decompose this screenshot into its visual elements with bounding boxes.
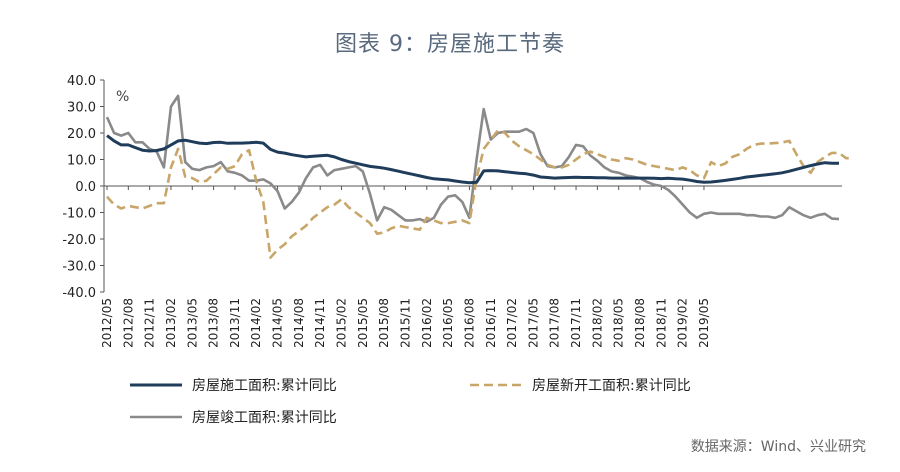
x-tick-label: 2016/02: [420, 298, 434, 348]
x-tick-label: 2019/05: [697, 298, 711, 348]
x-tick-label: 2017/11: [569, 298, 583, 348]
y-tick-label: 30.0: [67, 101, 96, 116]
x-tick-label: 2014/05: [271, 298, 285, 348]
x-tick-label: 2016/11: [484, 298, 498, 348]
series-line-3: [105, 94, 840, 224]
x-tick-label: 2013/11: [228, 298, 242, 348]
x-tick-label: 2017/05: [526, 298, 540, 348]
y-tick-label: 40.0: [67, 74, 96, 89]
x-tick-label: 2012/05: [100, 298, 114, 348]
x-tick-label: 2012/08: [121, 298, 135, 348]
x-tick-label: 2013/08: [207, 298, 221, 348]
x-tick-label: 2015/05: [356, 298, 370, 348]
y-tick-label: -40.0: [62, 286, 96, 301]
x-tick-label: 2015/02: [335, 298, 349, 348]
x-tick-label: 2018/11: [654, 298, 668, 348]
y-tick-label: 0.0: [75, 180, 96, 195]
x-tick-label: 2013/05: [185, 298, 199, 348]
x-tick-label: 2017/02: [505, 298, 519, 348]
source-note: 数据来源：Wind、兴业研究: [690, 439, 866, 455]
x-tick-label: 2018/05: [612, 298, 626, 348]
x-tick-label: 2015/08: [377, 298, 391, 348]
y-tick-label: -30.0: [62, 260, 96, 275]
x-tick-label: 2016/08: [462, 298, 476, 348]
x-tick-label: 2018/08: [633, 298, 647, 348]
y-tick-label: -10.0: [62, 207, 96, 222]
x-axis: 2012/05 2012/08 2012/11 2013/02 2013/05 2013/…: [100, 186, 711, 348]
x-tick-label: 2015/11: [398, 298, 412, 348]
legend-label-1: 房屋施工面积:累计同比: [192, 378, 337, 394]
y-tick-label: -20.0: [62, 233, 96, 248]
x-tick-label: 2014/11: [313, 298, 327, 348]
x-tick-label: 2013/02: [164, 298, 178, 348]
series-line-1: [106, 134, 839, 185]
x-tick-label: 2018/02: [590, 298, 604, 348]
x-tick-label: 2014/02: [249, 298, 263, 348]
x-tick-label: 2012/11: [143, 298, 157, 348]
y-tick-label: 20.0: [67, 127, 96, 142]
y-tick-label: 10.0: [67, 154, 96, 169]
series-lines: [105, 94, 854, 259]
x-tick-label: 2017/08: [548, 298, 562, 348]
x-tick-label: 2016/05: [441, 298, 455, 348]
chart-title: 图表 9：房屋施工节奏: [335, 32, 565, 57]
legend-label-2: 房屋新开工面积:累计同比: [532, 378, 691, 394]
legend-label-3: 房屋竣工面积:累计同比: [192, 410, 337, 426]
series-line-2: [106, 129, 854, 259]
y-unit-label: %: [116, 89, 129, 105]
x-tick-label: 2019/02: [676, 298, 690, 348]
y-axis: 40.0 30.0 20.0 10.0 0.0 -10.0 -20.0 -30.0 -40.0: [62, 74, 104, 301]
x-tick-label: 2014/08: [292, 298, 306, 348]
